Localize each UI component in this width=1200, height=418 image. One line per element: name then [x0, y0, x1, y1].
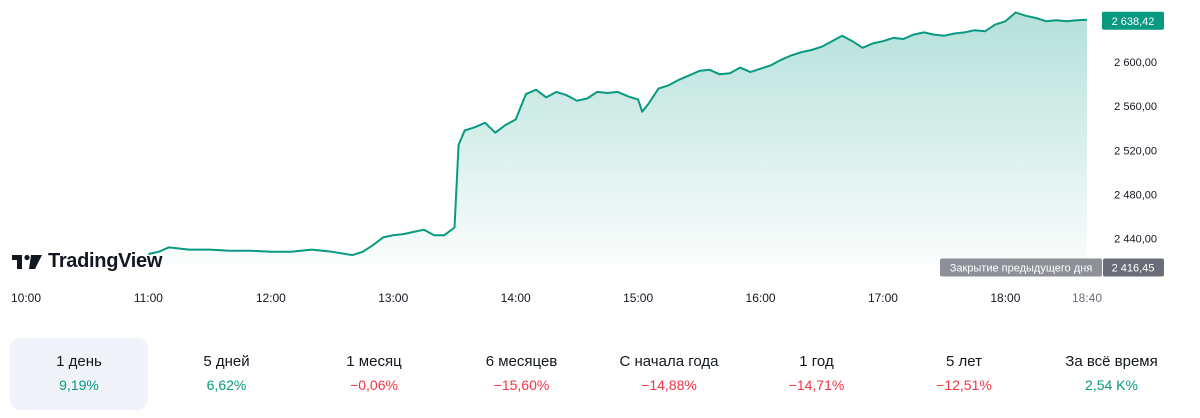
prev-close-name-bg	[940, 258, 1102, 277]
logo-wordmark: TradingView	[48, 250, 163, 272]
tradingview-logo-icon	[12, 254, 42, 269]
period-change: −14,71%	[788, 377, 845, 393]
period-tab[interactable]: 6 месяцев −15,60%	[453, 338, 591, 410]
prev-close-name: Закрытие предыдущего дня	[950, 263, 1093, 275]
period-tab[interactable]: 1 день 9,19%	[10, 338, 148, 410]
period-change: 9,19%	[59, 377, 99, 393]
x-tick-label: 13:00	[378, 291, 408, 305]
last-value-badge: 2 638,42	[1102, 11, 1164, 30]
period-label: 1 день	[56, 353, 102, 370]
last-value-badge-bg	[1102, 11, 1164, 30]
period-label: 1 год	[799, 353, 834, 370]
period-label: 1 месяц	[346, 353, 402, 370]
period-tab[interactable]: 1 год −14,71%	[748, 338, 886, 410]
period-label: За всё время	[1065, 353, 1158, 370]
period-change: −12,51%	[936, 377, 992, 393]
period-label: 5 лет	[946, 353, 982, 370]
series-line	[148, 11, 1088, 257]
period-tab[interactable]: 5 дней 6,62%	[158, 338, 296, 410]
x-tick-label: 12:00	[256, 291, 286, 305]
x-tick-label: 16:00	[746, 291, 776, 305]
period-change: 6,62%	[206, 377, 247, 393]
period-change: −0,06%	[350, 377, 398, 393]
chart-canvas[interactable]: 2 440,00 2 480,00 2 520,00 2 560,00 2 600,00…	[0, 0, 1200, 310]
y-tick-label: 2 440,00	[1114, 234, 1157, 246]
x-tick-label: 17:00	[868, 291, 898, 305]
x-tick-label-current: 18:40	[1072, 291, 1102, 305]
period-label: С начала года	[619, 353, 719, 370]
x-tick-label: 11:00	[134, 291, 163, 305]
x-tick-label: 14:00	[501, 291, 531, 305]
y-tick-label: 2 520,00	[1114, 145, 1157, 157]
period-tab[interactable]: За всё время 2,54 K%	[1043, 338, 1181, 410]
period-selector: 1 день 9,19% 5 дней 6,62% 1 месяц −0,06% 6 мес…	[10, 338, 1190, 410]
x-tick-label: 15:00	[623, 291, 653, 305]
period-label: 6 месяцев	[485, 353, 558, 370]
x-tick-label: 18:00	[990, 291, 1020, 305]
prev-close-value-bg	[1103, 258, 1164, 277]
series-area	[148, 12, 1087, 265]
x-tick-label: 10:00	[11, 291, 41, 305]
period-change: −15,60%	[493, 377, 550, 393]
period-change: −14,88%	[641, 377, 697, 393]
tradingview-logo[interactable]: TradingView	[12, 250, 162, 273]
period-label: 5 дней	[203, 353, 250, 370]
period-tab[interactable]: С начала года −14,88%	[600, 338, 738, 410]
prev-close-marker: Закрытие предыдущего дня 2 416,45	[940, 258, 1164, 277]
y-tick-label: 2 560,00	[1114, 101, 1157, 113]
period-tab[interactable]: 5 лет −12,51%	[895, 338, 1033, 410]
y-tick-label: 2 600,00	[1114, 57, 1157, 69]
prev-close-value: 2 416,45	[1112, 263, 1155, 275]
y-tick-label: 2 480,00	[1114, 189, 1157, 201]
last-value-label: 2 638,42	[1112, 16, 1155, 28]
price-chart[interactable]: 2 440,00 2 480,00 2 520,00 2 560,00 2 600,00…	[0, 0, 1200, 310]
period-change: 2,54 K%	[1085, 377, 1138, 393]
period-tab[interactable]: 1 месяц −0,06%	[305, 338, 443, 410]
